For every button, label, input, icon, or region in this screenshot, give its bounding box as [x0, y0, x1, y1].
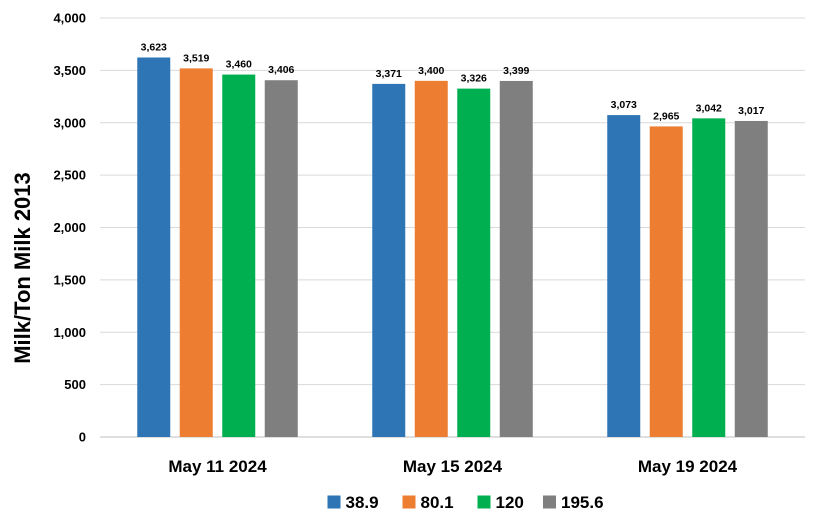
data-label: 3,400: [418, 65, 444, 77]
legend: 38.9 80.1 120 195.6: [327, 493, 604, 512]
bar: [222, 74, 256, 437]
y-tick-label: 4,000: [53, 11, 86, 26]
bar: [692, 118, 726, 438]
legend-label: 80.1: [421, 493, 454, 512]
legend-swatch: [402, 495, 416, 509]
y-tick-label: 500: [64, 377, 86, 392]
bar: [414, 80, 448, 437]
x-tick-label: May 19 2024: [638, 457, 738, 476]
data-label: 3,460: [226, 59, 252, 71]
y-tick-label: 3,000: [53, 115, 86, 130]
bar: [264, 80, 298, 437]
data-label: 3,326: [461, 73, 487, 85]
bar: [607, 115, 641, 438]
legend-item: 120: [477, 493, 524, 512]
legend-label: 38.9: [346, 493, 379, 512]
x-axis: May 11 2024 May 15 2024 May 19 2024: [168, 457, 737, 476]
data-label: 2,965: [653, 110, 679, 122]
legend-swatch: [543, 495, 556, 509]
data-label: 3,042: [696, 102, 722, 114]
data-label: 3,399: [503, 65, 529, 77]
bar: [499, 80, 533, 438]
bar: [649, 126, 683, 437]
legend-item: 38.9: [327, 493, 379, 512]
bar: [734, 120, 768, 438]
legend-item: 80.1: [402, 493, 454, 512]
data-label: 3,017: [738, 105, 764, 117]
legend-item: 195.6: [543, 493, 604, 512]
y-tick-label: 2,500: [53, 168, 86, 183]
bar: [137, 57, 171, 437]
y-tick-label: 1,000: [53, 325, 86, 340]
data-label: 3,406: [268, 64, 294, 76]
y-tick-label: 3,500: [53, 63, 86, 78]
legend-swatch: [477, 495, 491, 509]
y-axis: 0 500 1,000 1,500 2,000 2,500 3,000 3,500 4,000: [53, 11, 86, 445]
bar: [372, 83, 406, 437]
y-tick-label: 1,500: [53, 272, 86, 287]
data-label: 3,519: [183, 52, 209, 64]
bars: [137, 57, 768, 438]
x-tick-label: May 11 2024: [168, 457, 267, 476]
legend-label: 195.6: [561, 493, 604, 512]
y-tick-label: 2,000: [53, 220, 86, 235]
data-label: 3,073: [611, 99, 637, 111]
bar: [457, 88, 491, 437]
data-label: 3,371: [376, 68, 402, 80]
y-axis-title: Milk/Ton Milk 2013: [10, 172, 35, 364]
data-labels: 3,623 3,519 3,460 3,406 3,371 3,400 3,326 3,399…: [141, 41, 765, 122]
y-tick-label: 0: [79, 430, 86, 445]
x-tick-label: May 15 2024: [403, 457, 503, 476]
data-label: 3,623: [141, 41, 167, 53]
bar: [179, 68, 213, 437]
grid: [100, 17, 805, 438]
legend-swatch: [327, 495, 341, 509]
legend-label: 120: [496, 493, 524, 512]
